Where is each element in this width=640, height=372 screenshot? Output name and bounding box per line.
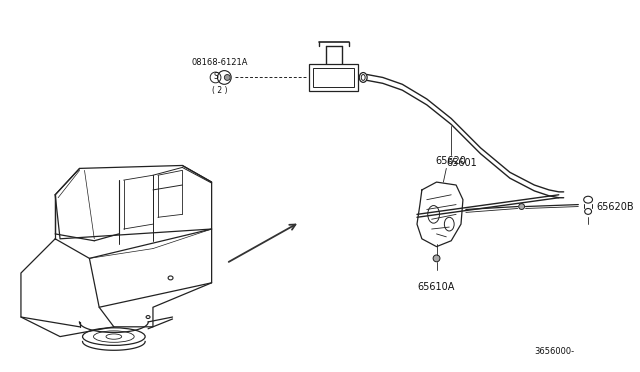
Circle shape [518,203,525,209]
Text: S: S [213,72,218,81]
Bar [309,64,358,91]
Text: ( 2 ): ( 2 ) [212,86,227,95]
Text: 3656000-: 3656000- [534,347,575,356]
Text: 65601: 65601 [446,158,477,169]
Circle shape [433,255,440,262]
Bar [314,68,355,87]
Text: 65620B: 65620B [596,202,634,212]
Text: 65610A: 65610A [418,282,455,292]
Circle shape [225,74,230,80]
Text: 65620: 65620 [436,156,467,166]
Text: 08168-6121A: 08168-6121A [191,58,248,67]
